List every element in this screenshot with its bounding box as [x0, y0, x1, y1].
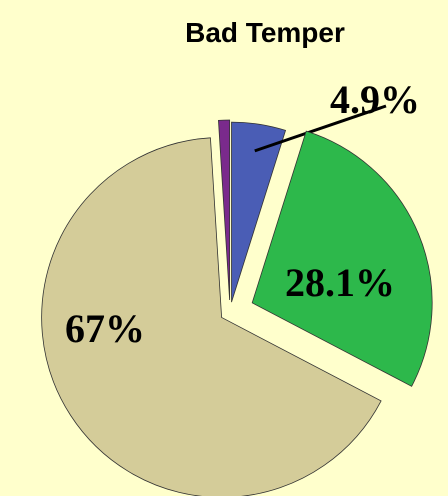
leader-line	[254, 104, 387, 153]
chart-title: Bad Temper	[185, 17, 345, 48]
pie-slice	[231, 121, 287, 303]
pie-slice	[218, 119, 231, 301]
data-label: 4.9%	[330, 77, 420, 122]
data-label: 67%	[65, 306, 145, 351]
pie-slice	[251, 130, 433, 387]
data-label: 28.1%	[285, 260, 395, 305]
pie-slice	[41, 137, 382, 496]
